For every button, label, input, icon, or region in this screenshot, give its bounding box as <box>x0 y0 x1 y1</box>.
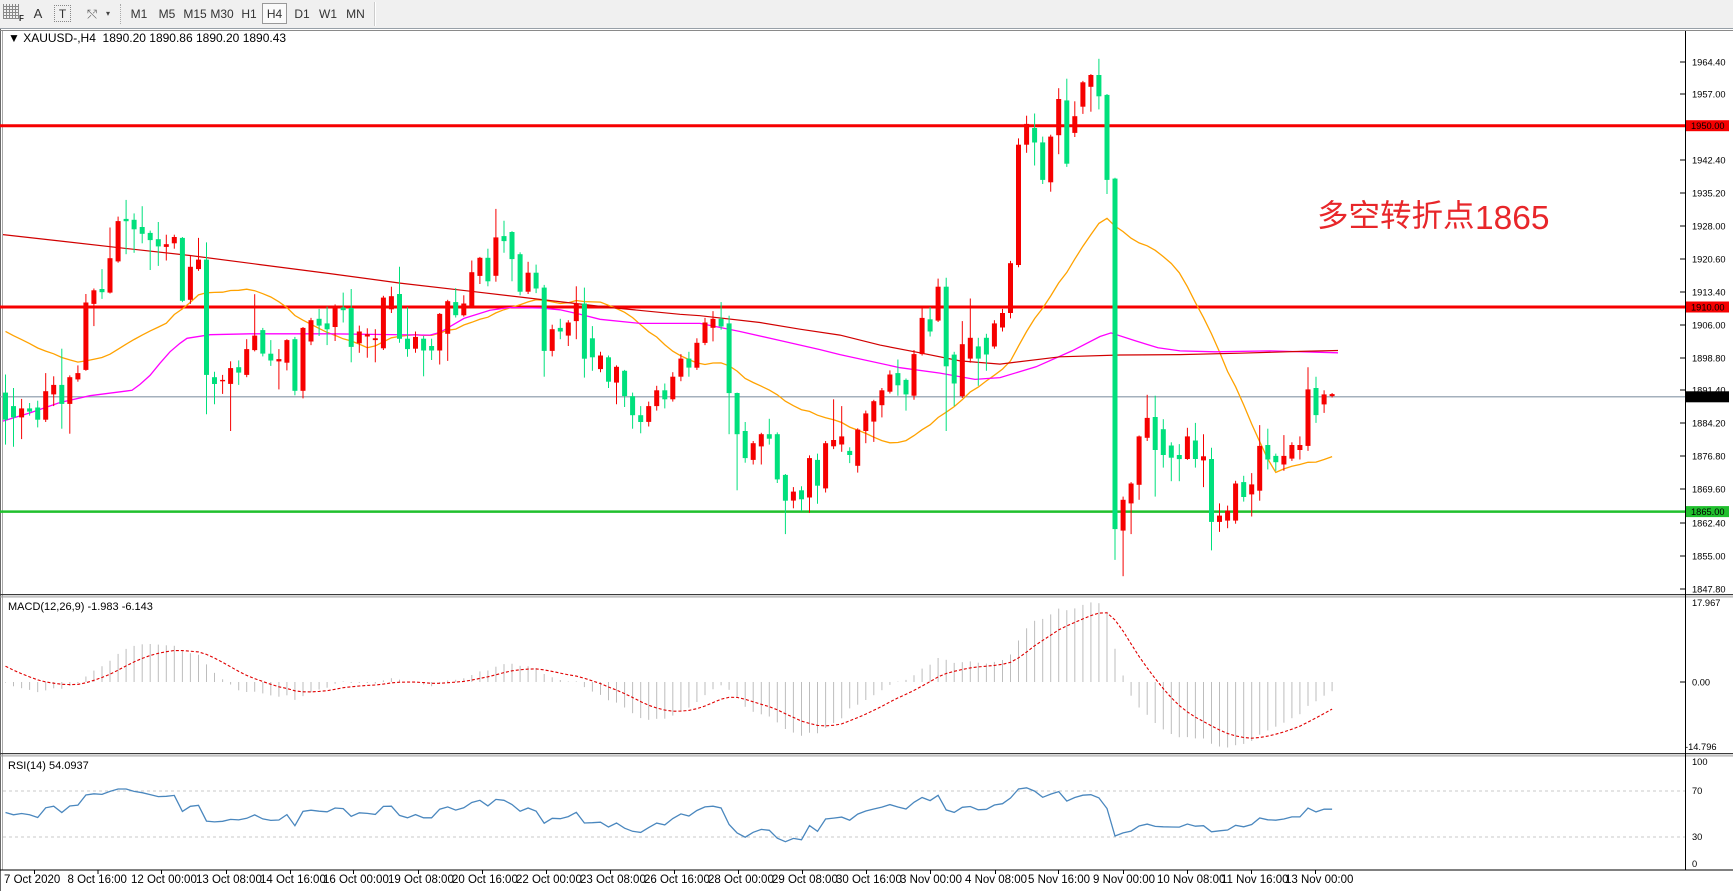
svg-text:13 Nov 00:00: 13 Nov 00:00 <box>1285 874 1353 886</box>
svg-text:26 Oct 16:00: 26 Oct 16:00 <box>644 874 710 886</box>
svg-text:1913.40: 1913.40 <box>1692 288 1726 298</box>
svg-text:1935.20: 1935.20 <box>1692 189 1726 199</box>
svg-text:1942.40: 1942.40 <box>1692 156 1726 166</box>
svg-text:4 Nov 08:00: 4 Nov 08:00 <box>965 874 1027 886</box>
svg-text:MACD(12,26,9) -1.983 -6.143: MACD(12,26,9) -1.983 -6.143 <box>8 601 153 613</box>
svg-text:1884.20: 1884.20 <box>1692 419 1726 429</box>
svg-text:1876.80: 1876.80 <box>1692 452 1726 462</box>
svg-text:1890.43: 1890.43 <box>1691 392 1725 402</box>
svg-text:23 Oct 08:00: 23 Oct 08:00 <box>580 874 646 886</box>
svg-text:1906.00: 1906.00 <box>1692 321 1726 331</box>
svg-text:1862.40: 1862.40 <box>1692 519 1726 529</box>
svg-text:1865.00: 1865.00 <box>1691 507 1725 517</box>
svg-text:1891.40: 1891.40 <box>1692 386 1726 396</box>
svg-text:1898.80: 1898.80 <box>1692 354 1726 364</box>
svg-text:10 Nov 08:00: 10 Nov 08:00 <box>1157 874 1225 886</box>
svg-text:29 Oct 08:00: 29 Oct 08:00 <box>772 874 838 886</box>
svg-text:1964.40: 1964.40 <box>1692 58 1726 68</box>
svg-text:1957.00: 1957.00 <box>1692 90 1726 100</box>
svg-text:1950.00: 1950.00 <box>1691 121 1725 131</box>
svg-text:30: 30 <box>1692 832 1702 842</box>
svg-text:12 Oct 00:00: 12 Oct 00:00 <box>131 874 197 886</box>
svg-text:1847.80: 1847.80 <box>1692 585 1726 595</box>
svg-text:5 Nov 16:00: 5 Nov 16:00 <box>1028 874 1090 886</box>
svg-text:0.00: 0.00 <box>1692 678 1710 688</box>
svg-text:1910.00: 1910.00 <box>1691 303 1725 313</box>
svg-text:-14.796: -14.796 <box>1685 742 1717 752</box>
svg-text:100: 100 <box>1692 757 1708 767</box>
svg-text:9 Nov 00:00: 9 Nov 00:00 <box>1093 874 1155 886</box>
svg-text:19 Oct 08:00: 19 Oct 08:00 <box>388 874 454 886</box>
svg-text:7 Oct 2020: 7 Oct 2020 <box>4 874 60 886</box>
svg-text:11 Nov 16:00: 11 Nov 16:00 <box>1221 874 1289 886</box>
svg-text:70: 70 <box>1692 786 1702 796</box>
svg-text:▼ XAUUSD-,H4 1890.20 1890.86: ▼ XAUUSD-,H4 1890.20 1890.86 1890.20 189… <box>8 31 286 45</box>
svg-text:1855.00: 1855.00 <box>1692 552 1726 562</box>
svg-text:1928.00: 1928.00 <box>1692 222 1726 232</box>
svg-text:8 Oct 16:00: 8 Oct 16:00 <box>68 874 127 886</box>
svg-text:22 Oct 00:00: 22 Oct 00:00 <box>516 874 582 886</box>
svg-text:3 Nov 00:00: 3 Nov 00:00 <box>900 874 962 886</box>
svg-text:30 Oct 16:00: 30 Oct 16:00 <box>836 874 902 886</box>
svg-text:1869.60: 1869.60 <box>1692 485 1726 495</box>
svg-text:13 Oct 08:00: 13 Oct 08:00 <box>196 874 262 886</box>
svg-text:17.967: 17.967 <box>1692 598 1720 608</box>
svg-text:14 Oct 16:00: 14 Oct 16:00 <box>260 874 326 886</box>
svg-text:20 Oct 16:00: 20 Oct 16:00 <box>452 874 518 886</box>
svg-text:28 Oct 00:00: 28 Oct 00:00 <box>708 874 774 886</box>
svg-text:16 Oct 00:00: 16 Oct 00:00 <box>323 874 389 886</box>
svg-text:1920.60: 1920.60 <box>1692 255 1726 265</box>
svg-text:RSI(14) 54.0937: RSI(14) 54.0937 <box>8 760 89 772</box>
svg-text:0: 0 <box>1692 859 1697 869</box>
svg-text:1865: 1865 <box>1475 200 1550 237</box>
